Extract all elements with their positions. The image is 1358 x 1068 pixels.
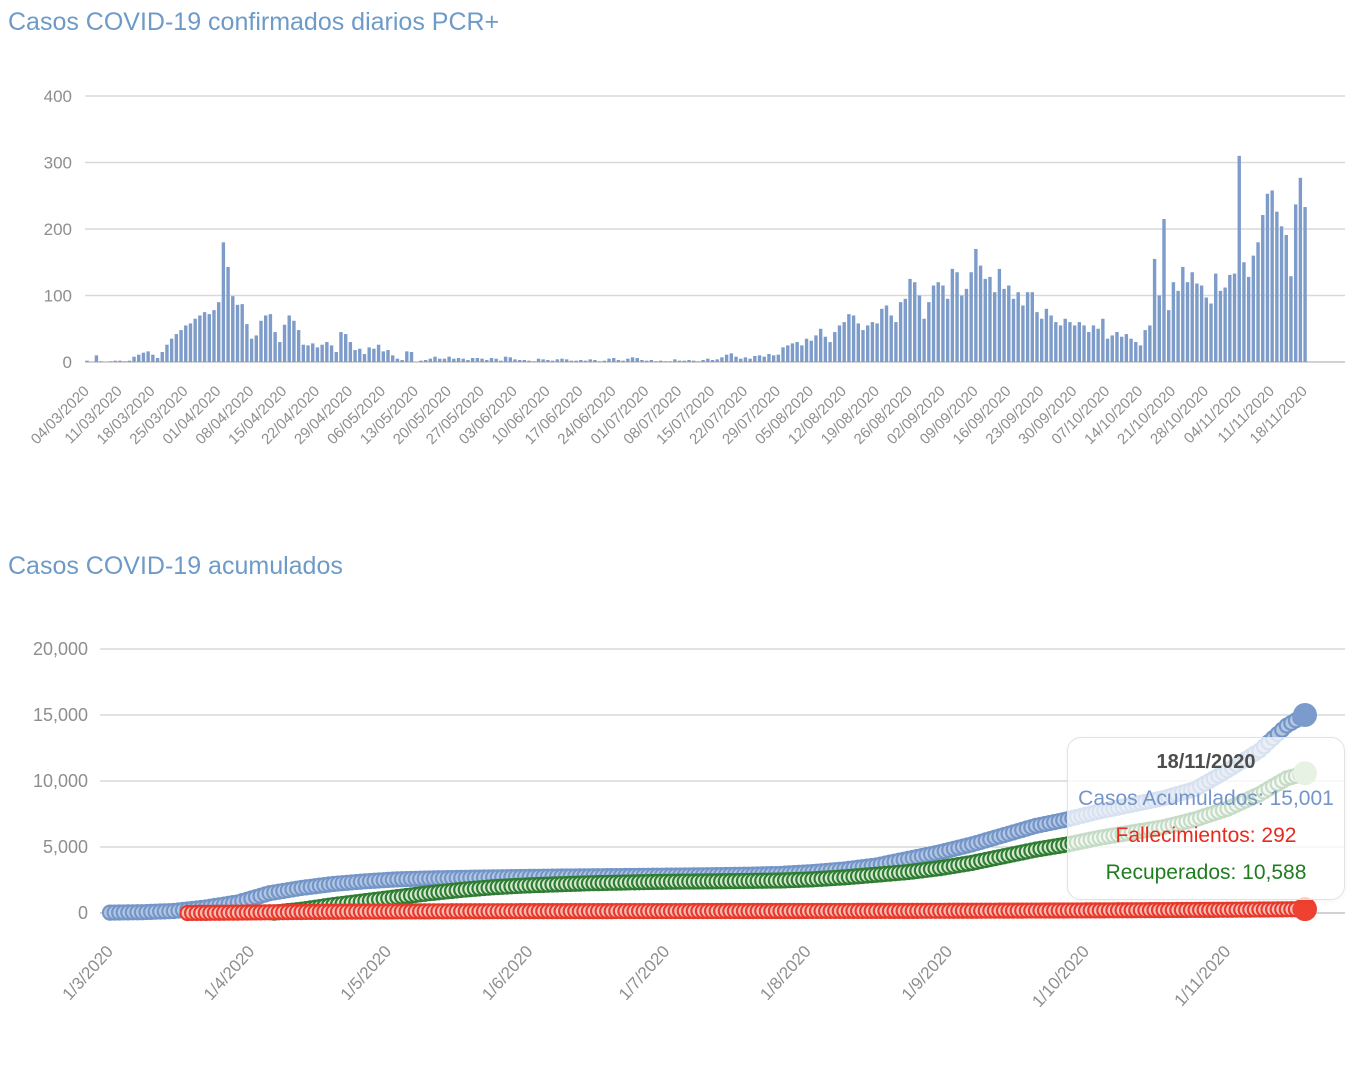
svg-text:1/7/2020: 1/7/2020 (615, 942, 673, 1004)
svg-text:400: 400 (44, 87, 72, 106)
svg-text:1/8/2020: 1/8/2020 (756, 942, 814, 1004)
svg-text:1/3/2020: 1/3/2020 (59, 942, 117, 1004)
cumulative-chart-title: Casos COVID-19 acumulados (8, 552, 343, 580)
svg-text:10,000: 10,000 (33, 771, 88, 791)
svg-text:5,000: 5,000 (43, 837, 88, 857)
tooltip-date: 18/11/2020 (1156, 751, 1256, 773)
svg-text:0: 0 (63, 353, 72, 372)
svg-text:1/11/2020: 1/11/2020 (1171, 942, 1235, 1010)
svg-text:1/10/2020: 1/10/2020 (1028, 942, 1093, 1011)
tooltip-fallecimientos: Fallecimientos: 292 (1115, 824, 1297, 847)
svg-text:0: 0 (78, 903, 88, 923)
daily-chart-title: Casos COVID-19 confirmados diarios PCR+ (8, 8, 500, 36)
tooltip-casos-acumulados: Casos Acumulados: 15,001 (1078, 787, 1334, 810)
svg-text:1/6/2020: 1/6/2020 (478, 942, 536, 1004)
svg-text:1/4/2020: 1/4/2020 (200, 942, 258, 1004)
svg-text:20,000: 20,000 (33, 639, 88, 659)
svg-text:1/9/2020: 1/9/2020 (898, 942, 956, 1004)
svg-text:100: 100 (44, 287, 72, 306)
svg-text:200: 200 (44, 220, 72, 239)
tooltip-recuperados: Recuperados: 10,588 (1105, 861, 1307, 884)
svg-text:15,000: 15,000 (33, 705, 88, 725)
chart-tooltip: 18/11/2020 Casos Acumulados: 15,001 Fall… (1067, 737, 1345, 900)
svg-text:300: 300 (44, 154, 72, 173)
svg-text:1/5/2020: 1/5/2020 (337, 942, 395, 1004)
